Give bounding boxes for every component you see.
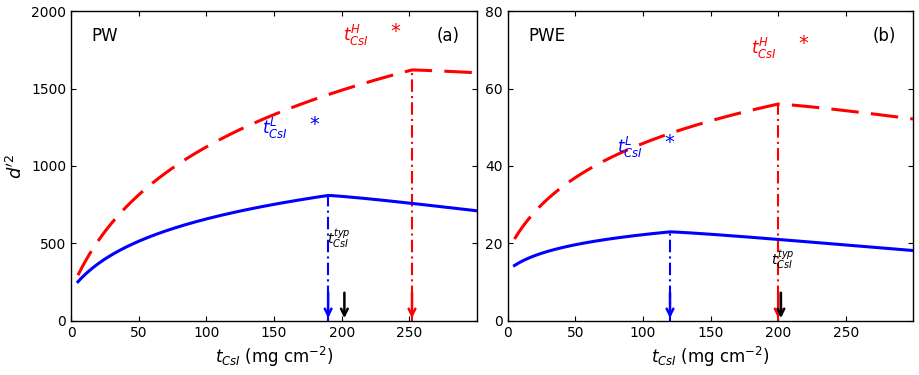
Text: $t_{CsI}^{typ}$: $t_{CsI}^{typ}$ bbox=[327, 227, 350, 250]
Text: PW: PW bbox=[92, 27, 119, 45]
Text: (a): (a) bbox=[437, 27, 460, 45]
Text: $*$: $*$ bbox=[390, 20, 401, 39]
Text: $t_{CsI}^{L}$: $t_{CsI}^{L}$ bbox=[262, 116, 288, 141]
Text: $t_{CsI}^{L}$: $t_{CsI}^{L}$ bbox=[618, 135, 643, 160]
X-axis label: $t_{CsI}$ (mg cm$^{-2}$): $t_{CsI}$ (mg cm$^{-2}$) bbox=[652, 345, 770, 369]
Text: PWE: PWE bbox=[528, 27, 565, 45]
Text: $t_{CsI}^{H}$: $t_{CsI}^{H}$ bbox=[343, 23, 369, 48]
Text: $*$: $*$ bbox=[798, 32, 809, 51]
Text: $t_{CsI}^{H}$: $t_{CsI}^{H}$ bbox=[751, 36, 777, 61]
Text: $*$: $*$ bbox=[309, 113, 320, 132]
Text: (b): (b) bbox=[873, 27, 896, 45]
Text: $t_{CsI}^{typ}$: $t_{CsI}^{typ}$ bbox=[771, 249, 795, 272]
X-axis label: $t_{CsI}$ (mg cm$^{-2}$): $t_{CsI}$ (mg cm$^{-2}$) bbox=[215, 345, 334, 369]
Y-axis label: $d'^2$: $d'^2$ bbox=[6, 153, 26, 179]
Text: $*$: $*$ bbox=[664, 132, 675, 150]
